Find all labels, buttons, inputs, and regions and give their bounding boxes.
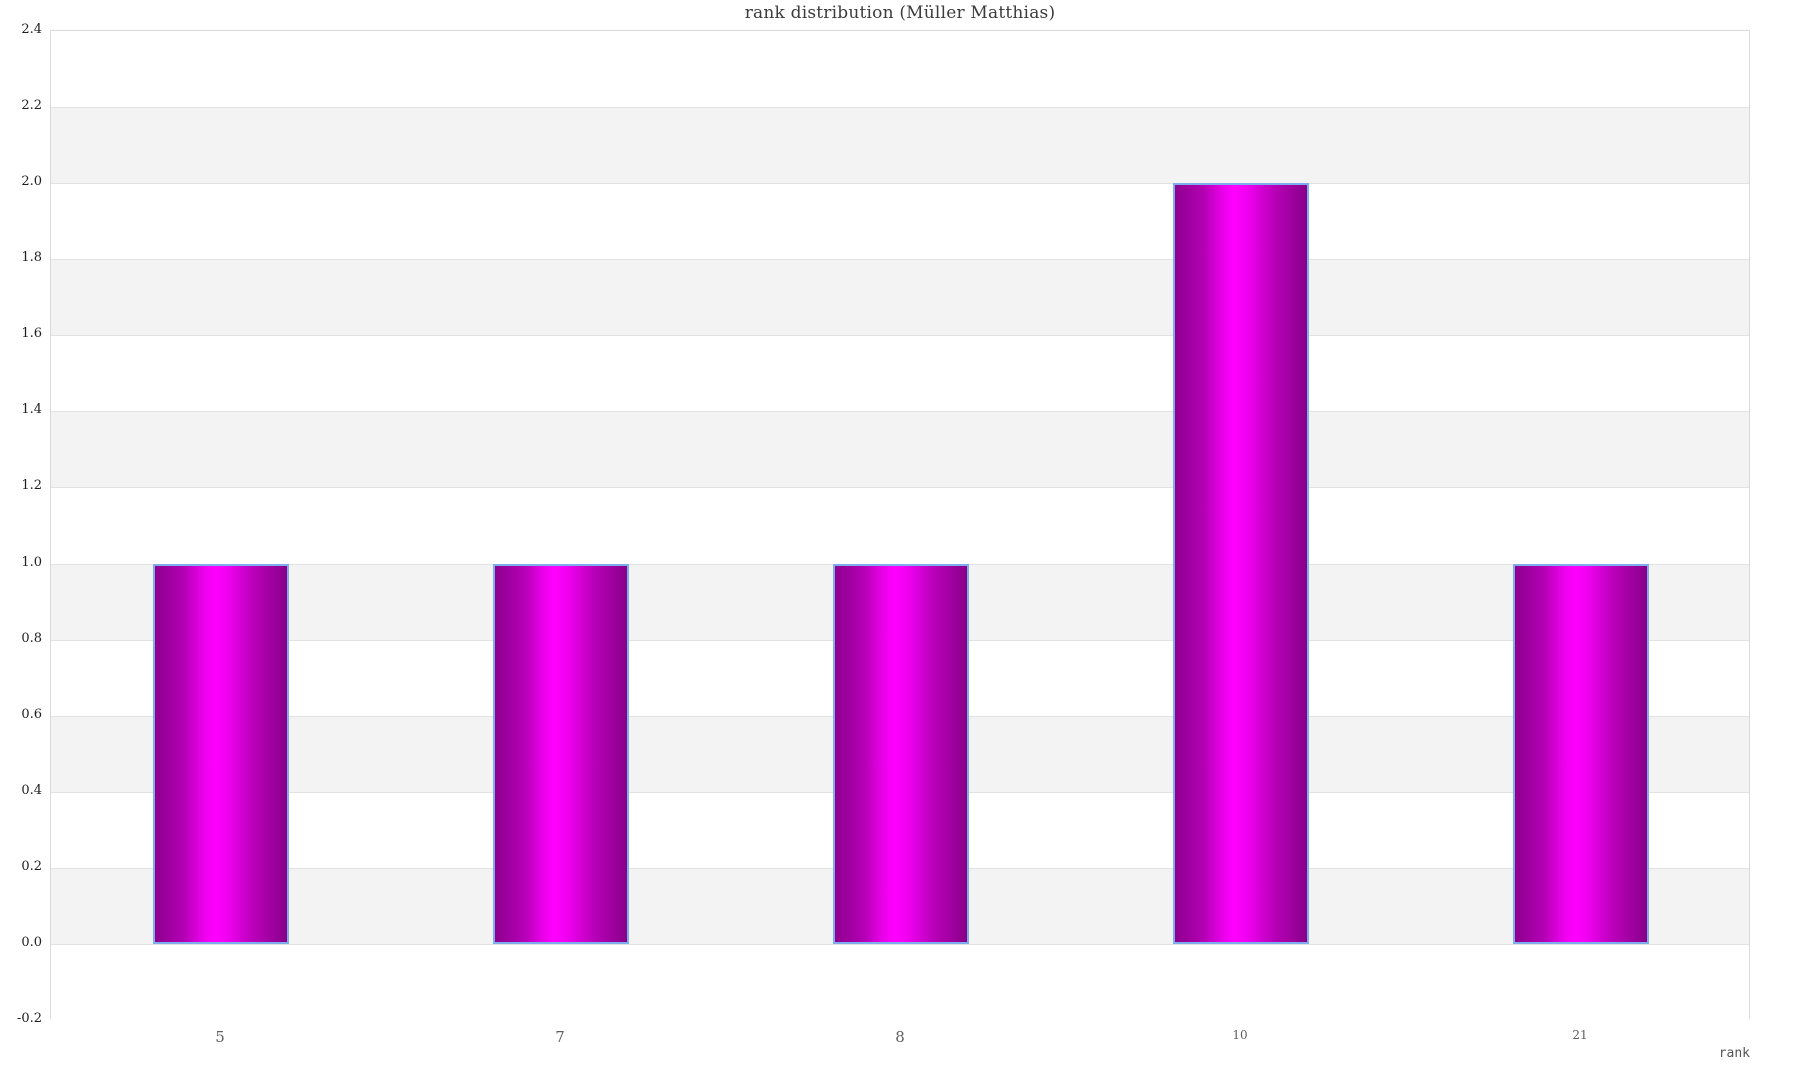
x-tick-label: 8 <box>895 1028 905 1046</box>
y-tick-label: -0.2 <box>16 1011 42 1026</box>
grid-band <box>51 943 1749 1020</box>
gridline <box>51 107 1749 109</box>
plot-area <box>50 30 1750 1020</box>
gridline <box>51 183 1749 185</box>
grid-band <box>51 411 1749 488</box>
gridline <box>51 335 1749 337</box>
y-tick-label: 1.8 <box>21 250 42 266</box>
gridline <box>51 411 1749 413</box>
bar-8[interactable] <box>833 563 969 944</box>
y-tick-label: 2.0 <box>21 174 42 190</box>
bar-21[interactable] <box>1513 563 1649 944</box>
grid-band <box>51 107 1749 184</box>
grid-band <box>51 183 1749 260</box>
gridline <box>51 487 1749 489</box>
y-tick-label: 1.0 <box>21 554 42 570</box>
y-tick-label: 1.6 <box>21 326 42 342</box>
bar-7[interactable] <box>493 563 629 944</box>
y-tick-label: 2.2 <box>21 98 42 114</box>
chart-title: rank distribution (Müller Matthias) <box>744 3 1056 23</box>
y-tick-label: 0.6 <box>21 706 42 722</box>
y-tick-label: 0.2 <box>21 858 42 874</box>
grid-band <box>51 31 1749 108</box>
y-tick-label: 0.8 <box>21 630 42 646</box>
y-tick-label: 2.4 <box>21 22 42 37</box>
bar-10[interactable] <box>1173 183 1309 944</box>
y-tick-label: 0.4 <box>21 782 42 798</box>
x-tick-label: 5 <box>215 1028 225 1046</box>
x-tick-label: 10 <box>1232 1028 1248 1042</box>
gridline <box>51 259 1749 261</box>
x-tick-label: 7 <box>555 1028 565 1046</box>
grid-band <box>51 259 1749 336</box>
grid-band <box>51 335 1749 412</box>
grid-band <box>51 487 1749 564</box>
y-tick-label: 1.2 <box>21 478 42 494</box>
y-tick-label: 0.0 <box>21 934 42 950</box>
x-axis-title: rank <box>1718 1046 1750 1061</box>
y-tick-label: 1.4 <box>21 402 42 418</box>
gridline <box>51 943 1749 945</box>
bar-5[interactable] <box>153 563 289 944</box>
x-tick-label: 21 <box>1572 1028 1588 1042</box>
